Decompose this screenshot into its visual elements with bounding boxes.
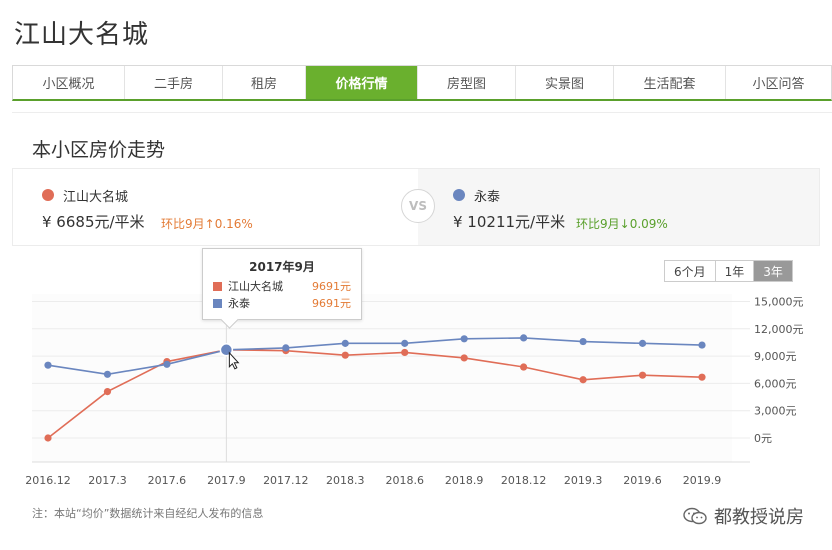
watermark-text: 都教授说房 — [714, 507, 804, 528]
y-tick-label: 6,000元 — [754, 377, 797, 390]
price-line-chart[interactable]: 15,000元 12,000元 9,000元 6,000元 3,000元 0元 2016.1… — [12, 246, 820, 506]
page-title: 江山大名城 — [14, 20, 150, 50]
data-point — [401, 339, 409, 347]
series-line — [47, 337, 703, 376]
x-tick-label: 2018.9 — [445, 474, 484, 487]
x-tick-label: 2017.12 — [263, 474, 309, 487]
price-trend-card: 本小区房价走势 江山大名城 ¥ 6685元/平米 环比9月↑0.16% 永泰 ¥… — [12, 112, 832, 550]
tooltip-series-name: 江山大名城 — [228, 280, 283, 293]
data-point — [638, 339, 647, 347]
data-point — [341, 351, 349, 359]
tab-price-trend[interactable]: 价格行情 — [306, 66, 418, 99]
vs-badge: VS — [401, 189, 435, 223]
data-point — [282, 344, 290, 352]
x-tick-label: 2017.3 — [88, 474, 127, 487]
data-point — [103, 387, 112, 396]
data-point — [460, 354, 468, 362]
range-1-year-button[interactable]: 1年 — [715, 261, 755, 281]
x-tick-label: 2018.12 — [501, 474, 547, 487]
district-price: ¥ 10211元/平米 — [453, 213, 566, 231]
data-point — [698, 373, 706, 381]
tab-second-hand[interactable]: 二手房 — [125, 66, 223, 99]
y-tick-label: 0元 — [754, 432, 772, 445]
x-tick-label: 2019.9 — [683, 474, 722, 487]
district-change: 环比9月↓0.09% — [576, 217, 668, 231]
x-tick-label: 2018.3 — [326, 474, 365, 487]
range-6-months-button[interactable]: 6个月 — [665, 261, 716, 281]
data-point — [698, 341, 706, 349]
y-tick-label: 3,000元 — [754, 405, 797, 418]
wechat-icon — [683, 507, 707, 525]
tab-bar: 小区概况 二手房 租房 价格行情 房型图 实景图 生活配套 小区问答 — [12, 65, 832, 101]
tab-rent[interactable]: 租房 — [223, 66, 306, 99]
range-3-years-button[interactable]: 3年 — [754, 261, 792, 281]
tooltip-series-name: 永泰 — [228, 297, 250, 310]
data-point — [579, 376, 587, 384]
legend-swatch-icon — [213, 281, 222, 291]
tooltip-row: 永泰 9691元 — [213, 295, 351, 311]
tooltip-value: 9691元 — [312, 297, 351, 310]
data-point — [44, 361, 52, 369]
tooltip-row: 江山大名城 9691元 — [213, 278, 351, 294]
y-tick-label: 12,000元 — [754, 323, 804, 336]
data-point — [341, 339, 349, 347]
x-tick-label: 2016.12 — [25, 474, 71, 487]
price-chart: 15,000元 12,000元 9,000元 6,000元 3,000元 0元 2016.1… — [12, 246, 820, 550]
tooltip-value: 9691元 — [312, 280, 351, 293]
data-point — [103, 370, 112, 378]
range-selector: 6个月 1年 3年 — [664, 260, 793, 282]
x-tick-label: 2017.9 — [207, 474, 246, 487]
chart-tooltip: 2017年9月 江山大名城 9691元 永泰 9691元 — [202, 248, 362, 320]
section-title: 本小区房价走势 — [32, 139, 166, 161]
x-tick-label: 2019.6 — [623, 474, 662, 487]
watermark: 都教授说房 — [682, 503, 804, 529]
data-point — [44, 434, 52, 442]
community-price: ¥ 6685元/平米 — [42, 213, 145, 231]
district-price-panel: 永泰 ¥ 10211元/平米 环比9月↓0.09% — [418, 169, 819, 245]
data-source-note: 注：本站“均价”数据统计来自经纪人发布的信息 — [32, 507, 264, 520]
tab-amenities[interactable]: 生活配套 — [614, 66, 726, 99]
data-point — [638, 371, 647, 379]
x-tick-label: 2017.6 — [148, 474, 187, 487]
community-name: 江山大名城 — [63, 190, 129, 205]
district-name: 永泰 — [474, 190, 501, 205]
data-point — [520, 334, 528, 342]
legend-swatch-icon — [213, 298, 222, 308]
tab-floor-plan[interactable]: 房型图 — [418, 66, 516, 99]
plot-background — [32, 294, 732, 462]
data-point — [520, 363, 528, 371]
data-point — [163, 360, 171, 368]
community-change: 环比9月↑0.16% — [161, 217, 253, 231]
data-point — [460, 335, 468, 343]
series-dot-icon — [42, 189, 54, 201]
y-tick-label: 15,000元 — [754, 296, 804, 309]
cursor-icon — [228, 351, 240, 370]
tooltip-title: 2017年9月 — [249, 260, 315, 274]
tab-overview[interactable]: 小区概况 — [13, 66, 125, 99]
tab-qa[interactable]: 小区问答 — [752, 77, 805, 92]
data-point — [401, 348, 409, 357]
tab-photos[interactable]: 实景图 — [516, 66, 614, 99]
x-tick-label: 2019.3 — [564, 474, 603, 487]
community-price-panel: 江山大名城 ¥ 6685元/平米 环比9月↑0.16% — [13, 169, 418, 245]
data-point — [579, 337, 587, 346]
x-tick-label: 2018.6 — [385, 474, 424, 487]
series-dot-icon — [453, 189, 465, 201]
y-tick-label: 9,000元 — [754, 350, 797, 363]
price-comparison: 江山大名城 ¥ 6685元/平米 环比9月↑0.16% 永泰 ¥ 10211元/… — [12, 168, 820, 246]
